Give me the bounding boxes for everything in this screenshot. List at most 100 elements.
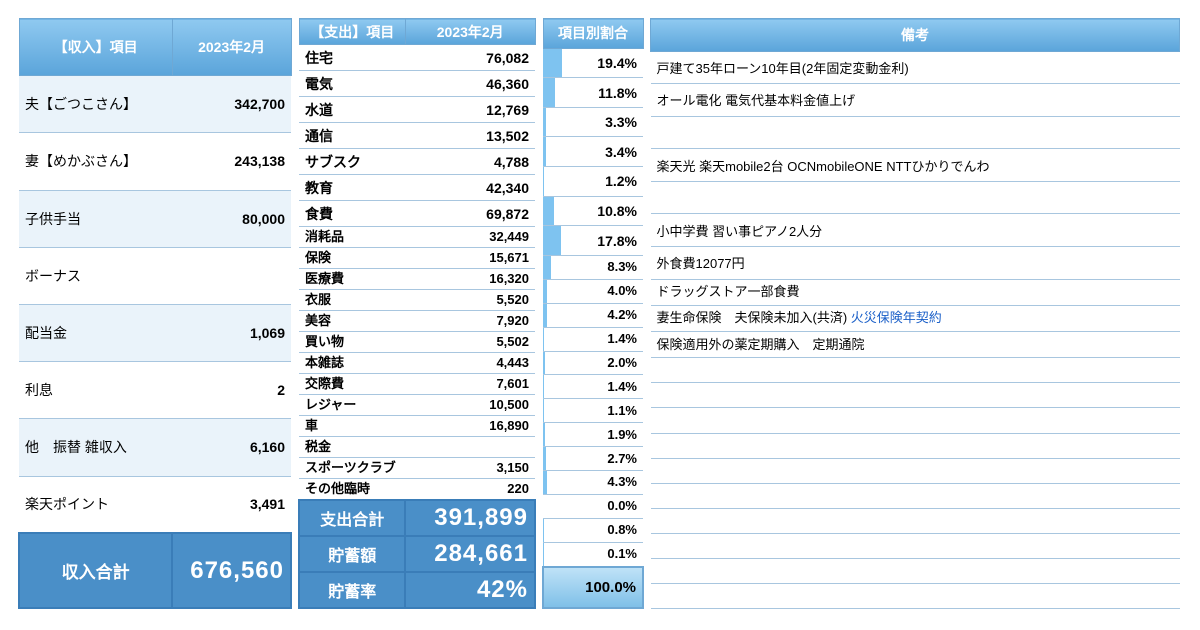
pct-cell: 1.2% <box>543 167 643 197</box>
pct-cell: 19.4% <box>543 48 643 78</box>
note-cell <box>651 583 1180 608</box>
pct-bar <box>543 78 555 107</box>
pct-cell: 2.0% <box>543 351 643 375</box>
expense-row-label: 保険 <box>299 248 405 269</box>
expense-row-value: 7,920 <box>405 311 535 332</box>
pct-cell: 4.2% <box>543 303 643 327</box>
pct-bar <box>543 423 545 446</box>
pct-cell: 3.3% <box>543 107 643 137</box>
expense-row-value: 220 <box>405 479 535 501</box>
note-row: 小中学費 習い事ピアノ2人分 <box>651 214 1180 247</box>
pct-row: 2.0% <box>543 351 643 375</box>
expense-row-value: 15,671 <box>405 248 535 269</box>
expense-row-label: 住宅 <box>299 45 405 71</box>
note-row: 保険適用外の薬定期購入 定期通院 <box>651 332 1180 358</box>
expense-row-value: 69,872 <box>405 201 535 227</box>
pct-cell: 4.0% <box>543 279 643 303</box>
expense-row: 教育42,340 <box>299 175 535 201</box>
expense-row: 保険15,671 <box>299 248 535 269</box>
note-cell: オール電化 電気代基本料金値上げ <box>651 84 1180 117</box>
pct-row: 1.9% <box>543 423 643 447</box>
pct-table: 項目別割合 19.4%11.8%3.3%3.4%1.2%10.8%17.8%8.… <box>542 18 644 609</box>
note-row: ドラッグストア一部食費 <box>651 279 1180 305</box>
income-row: 子供手当80,000 <box>19 190 291 247</box>
note-row: 戸建て35年ローン10年目(2年固定変動金利) <box>651 51 1180 84</box>
expense-row: 電気46,360 <box>299 71 535 97</box>
expense-row-value: 4,788 <box>405 149 535 175</box>
income-header-period: 2023年2月 <box>172 19 291 76</box>
expense-row: 食費69,872 <box>299 201 535 227</box>
expense-row-value: 76,082 <box>405 45 535 71</box>
pct-cell: 3.4% <box>543 137 643 167</box>
note-row <box>651 116 1180 149</box>
pct-row: 8.3% <box>543 255 643 279</box>
expense-row-label: 消耗品 <box>299 227 405 248</box>
expense-row: 税金 <box>299 437 535 458</box>
note-row <box>651 383 1180 408</box>
expense-row-label: 本雑誌 <box>299 353 405 374</box>
note-cell: 戸建て35年ローン10年目(2年固定変動金利) <box>651 51 1180 84</box>
note-link[interactable]: 火災保険年契約 <box>851 310 942 325</box>
note-row <box>651 508 1180 533</box>
note-cell <box>651 408 1180 433</box>
pct-row: 2.7% <box>543 447 643 471</box>
expense-row-value: 13,502 <box>405 123 535 149</box>
income-header-item: 【収入】項目 <box>19 19 172 76</box>
pct-cell: 1.4% <box>543 375 643 399</box>
pct-cell: 8.3% <box>543 255 643 279</box>
note-cell: 小中学費 習い事ピアノ2人分 <box>651 214 1180 247</box>
expense-row-value: 16,320 <box>405 269 535 290</box>
note-cell <box>651 358 1180 383</box>
note-cell <box>651 558 1180 583</box>
pct-bar <box>543 137 546 166</box>
expense-row: 車16,890 <box>299 416 535 437</box>
income-row-value: 3,491 <box>172 476 291 533</box>
income-row: 配当金1,069 <box>19 304 291 361</box>
pct-row: 4.3% <box>543 471 643 495</box>
note-cell <box>651 483 1180 508</box>
expense-row: レジャー10,500 <box>299 395 535 416</box>
note-cell <box>651 116 1180 149</box>
expense-row: サブスク4,788 <box>299 149 535 175</box>
pct-bar <box>543 197 554 226</box>
pct-row: 17.8% <box>543 226 643 256</box>
note-cell: 楽天光 楽天mobile2台 OCNmobileONE NTTひかりでんわ <box>651 149 1180 182</box>
income-row-label: 利息 <box>19 362 172 419</box>
expense-table: 【支出】項目 2023年2月 住宅76,082電気46,360水道12,769通… <box>298 18 536 609</box>
pct-bar <box>543 399 544 422</box>
note-cell <box>651 508 1180 533</box>
pct-header: 項目別割合 <box>543 19 643 49</box>
expense-row-label: 車 <box>299 416 405 437</box>
pct-cell: 1.1% <box>543 399 643 423</box>
income-row-label: 子供手当 <box>19 190 172 247</box>
note-row <box>651 433 1180 458</box>
note-row: 楽天光 楽天mobile2台 OCNmobileONE NTTひかりでんわ <box>651 149 1180 182</box>
pct-bar <box>543 352 545 375</box>
note-cell: 保険適用外の薬定期購入 定期通院 <box>651 332 1180 358</box>
note-header: 備考 <box>651 19 1180 52</box>
pct-bar <box>543 280 547 303</box>
income-row-value: 1,069 <box>172 304 291 361</box>
expense-row-value: 7,601 <box>405 374 535 395</box>
pct-row: 19.4% <box>543 48 643 78</box>
income-row: 楽天ポイント3,491 <box>19 476 291 533</box>
pct-bar <box>543 519 544 542</box>
pct-cell: 10.8% <box>543 196 643 226</box>
note-cell <box>651 383 1180 408</box>
income-row-value: 80,000 <box>172 190 291 247</box>
expense-row-value: 46,360 <box>405 71 535 97</box>
expense-row-value <box>405 437 535 458</box>
expense-row-value: 12,769 <box>405 97 535 123</box>
pct-row: 10.8% <box>543 196 643 226</box>
pct-bar <box>543 471 547 494</box>
expense-row-label: サブスク <box>299 149 405 175</box>
pct-row: 3.3% <box>543 107 643 137</box>
expense-total-row: 支出合計391,899 <box>299 500 535 536</box>
income-row-label: 妻【めかぶさん】 <box>19 133 172 190</box>
pct-row: 3.4% <box>543 137 643 167</box>
income-row: 妻【めかぶさん】243,138 <box>19 133 291 190</box>
expense-total-value: 42% <box>405 572 535 608</box>
expense-row-label: 電気 <box>299 71 405 97</box>
expense-row: 住宅76,082 <box>299 45 535 71</box>
pct-bar <box>543 256 551 279</box>
